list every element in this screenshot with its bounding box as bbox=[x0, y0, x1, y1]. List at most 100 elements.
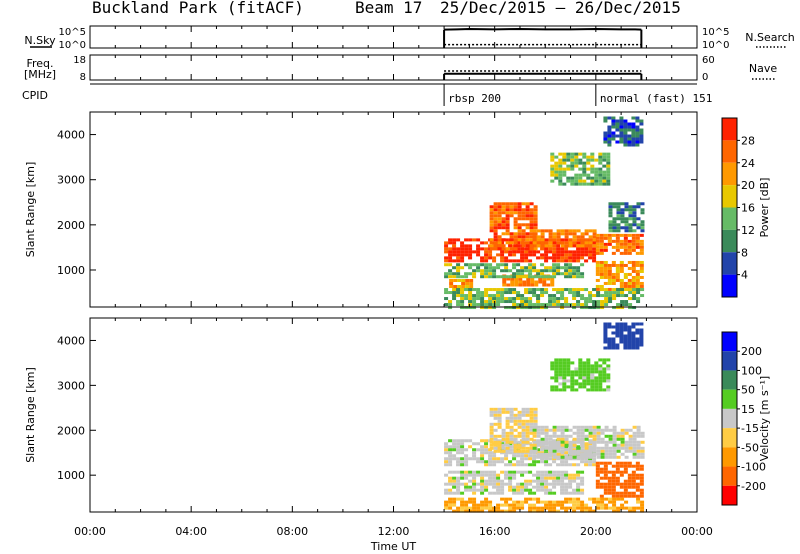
power-panel-ylabel: Slant Range [km] bbox=[24, 162, 37, 258]
power-panel-ytick-label: 4000 bbox=[57, 129, 85, 142]
velocity-panel-cell bbox=[558, 373, 563, 377]
velocity-panel-cell bbox=[623, 340, 628, 344]
power-panel-cell bbox=[536, 275, 541, 279]
velocity-panel-cell bbox=[544, 485, 549, 489]
velocity-panel-cell bbox=[607, 491, 612, 495]
power-panel-cell bbox=[536, 300, 541, 304]
power-panel-cell bbox=[461, 285, 466, 289]
velocity-panel-cell bbox=[492, 506, 497, 510]
power-panel-cell bbox=[592, 229, 597, 233]
velocity-panel-cell bbox=[548, 476, 553, 480]
power-panel-cell bbox=[566, 158, 571, 162]
power-panel-cell bbox=[472, 300, 477, 304]
velocity-panel-cell bbox=[501, 437, 506, 441]
power-panel-cell bbox=[635, 275, 640, 279]
time-tick-label: 16:00 bbox=[479, 525, 511, 538]
power-panel-cell bbox=[619, 269, 624, 273]
velocity-panel-cell bbox=[496, 509, 501, 513]
power-panel-cell bbox=[611, 239, 616, 243]
power-panel-cell bbox=[616, 226, 621, 230]
velocity-panel-cell bbox=[505, 443, 510, 447]
velocity-panel-cell bbox=[532, 425, 537, 429]
velocity-panel-cell bbox=[632, 437, 637, 441]
velocity-panel-cell bbox=[619, 461, 624, 465]
power-panel-cell bbox=[620, 306, 625, 310]
velocity-panel-cell bbox=[548, 446, 553, 450]
velocity-panel-cell bbox=[612, 497, 617, 501]
power-panel-cell bbox=[640, 288, 645, 292]
velocity-panel-cell bbox=[448, 506, 453, 510]
power-panel-cell bbox=[639, 242, 644, 246]
power-panel-cell bbox=[468, 291, 473, 295]
velocity-panel-cell bbox=[616, 431, 621, 435]
velocity-panel-cell bbox=[631, 343, 636, 347]
velocity-panel-cell bbox=[631, 334, 636, 338]
velocity-panel-cell bbox=[562, 385, 567, 389]
power-panel-cell bbox=[468, 306, 473, 310]
power-colorbar-tick-label: 4 bbox=[741, 269, 748, 282]
power-panel-cell bbox=[520, 303, 525, 307]
power-panel-cell bbox=[611, 281, 616, 285]
velocity-panel-cell bbox=[517, 422, 522, 426]
velocity-panel-cell bbox=[448, 457, 453, 461]
power-panel-cell bbox=[631, 281, 636, 285]
velocity-panel-cell bbox=[536, 482, 541, 486]
power-panel-cell bbox=[590, 176, 595, 180]
power-panel-cell bbox=[582, 164, 587, 168]
power-panel-cell bbox=[521, 235, 526, 239]
velocity-panel-cell bbox=[590, 379, 595, 383]
power-panel-cell bbox=[568, 269, 573, 273]
velocity-panel-cell bbox=[615, 494, 620, 498]
power-panel-cell bbox=[542, 283, 547, 287]
power-panel-cell bbox=[476, 291, 481, 295]
power-panel-cell bbox=[635, 140, 640, 144]
velocity-panel-cell bbox=[558, 364, 563, 368]
velocity-panel-cell bbox=[580, 500, 585, 504]
power-panel-cell bbox=[592, 259, 597, 263]
power-panel-cell bbox=[611, 119, 616, 123]
power-panel-cell bbox=[465, 282, 470, 286]
power-panel-cell bbox=[504, 297, 509, 301]
power-panel-cell bbox=[492, 300, 497, 304]
power-panel-cell bbox=[480, 256, 485, 260]
power-panel-cell bbox=[556, 297, 561, 301]
velocity-panel-cell bbox=[532, 497, 537, 501]
power-panel-cell bbox=[496, 288, 501, 292]
velocity-panel-cell bbox=[632, 425, 637, 429]
velocity-panel-cell bbox=[598, 376, 603, 380]
velocity-panel-cell bbox=[509, 434, 514, 438]
velocity-panel-cell bbox=[580, 431, 585, 435]
velocity-panel-cell bbox=[540, 488, 545, 492]
power-panel-cell bbox=[620, 208, 625, 212]
velocity-panel-cell bbox=[592, 452, 597, 456]
power-panel-cell bbox=[513, 226, 518, 230]
velocity-panel-cell bbox=[570, 376, 575, 380]
velocity-panel-cell bbox=[536, 439, 541, 443]
power-panel-cell bbox=[598, 155, 603, 159]
velocity-panel-cell bbox=[476, 509, 481, 513]
power-panel-cell bbox=[570, 176, 575, 180]
power-panel-cell bbox=[631, 128, 636, 132]
power-panel-cell bbox=[529, 223, 534, 227]
velocity-panel-cell bbox=[631, 337, 636, 341]
velocity-panel-cell bbox=[484, 451, 489, 455]
power-panel-cell bbox=[611, 263, 616, 267]
velocity-panel-cell bbox=[497, 416, 502, 420]
power-panel-cell bbox=[517, 226, 522, 230]
power-panel-cell bbox=[603, 131, 608, 135]
velocity-panel-cell bbox=[497, 419, 502, 423]
velocity-panel-cell bbox=[517, 449, 522, 453]
velocity-panel-cell bbox=[611, 331, 616, 335]
velocity-panel-cell bbox=[552, 482, 557, 486]
velocity-panel-cell bbox=[631, 485, 636, 489]
velocity-panel-cell bbox=[509, 428, 514, 432]
velocity-panel-cell bbox=[568, 479, 573, 483]
power-panel-cell bbox=[635, 128, 640, 132]
power-panel-cell bbox=[468, 253, 473, 257]
velocity-panel-cell bbox=[594, 361, 599, 365]
power-panel-cell bbox=[599, 266, 604, 270]
power-panel-cell bbox=[636, 202, 641, 206]
power-panel-cell bbox=[564, 241, 569, 245]
velocity-panel-cell bbox=[572, 440, 577, 444]
velocity-panel-cell bbox=[554, 370, 559, 374]
